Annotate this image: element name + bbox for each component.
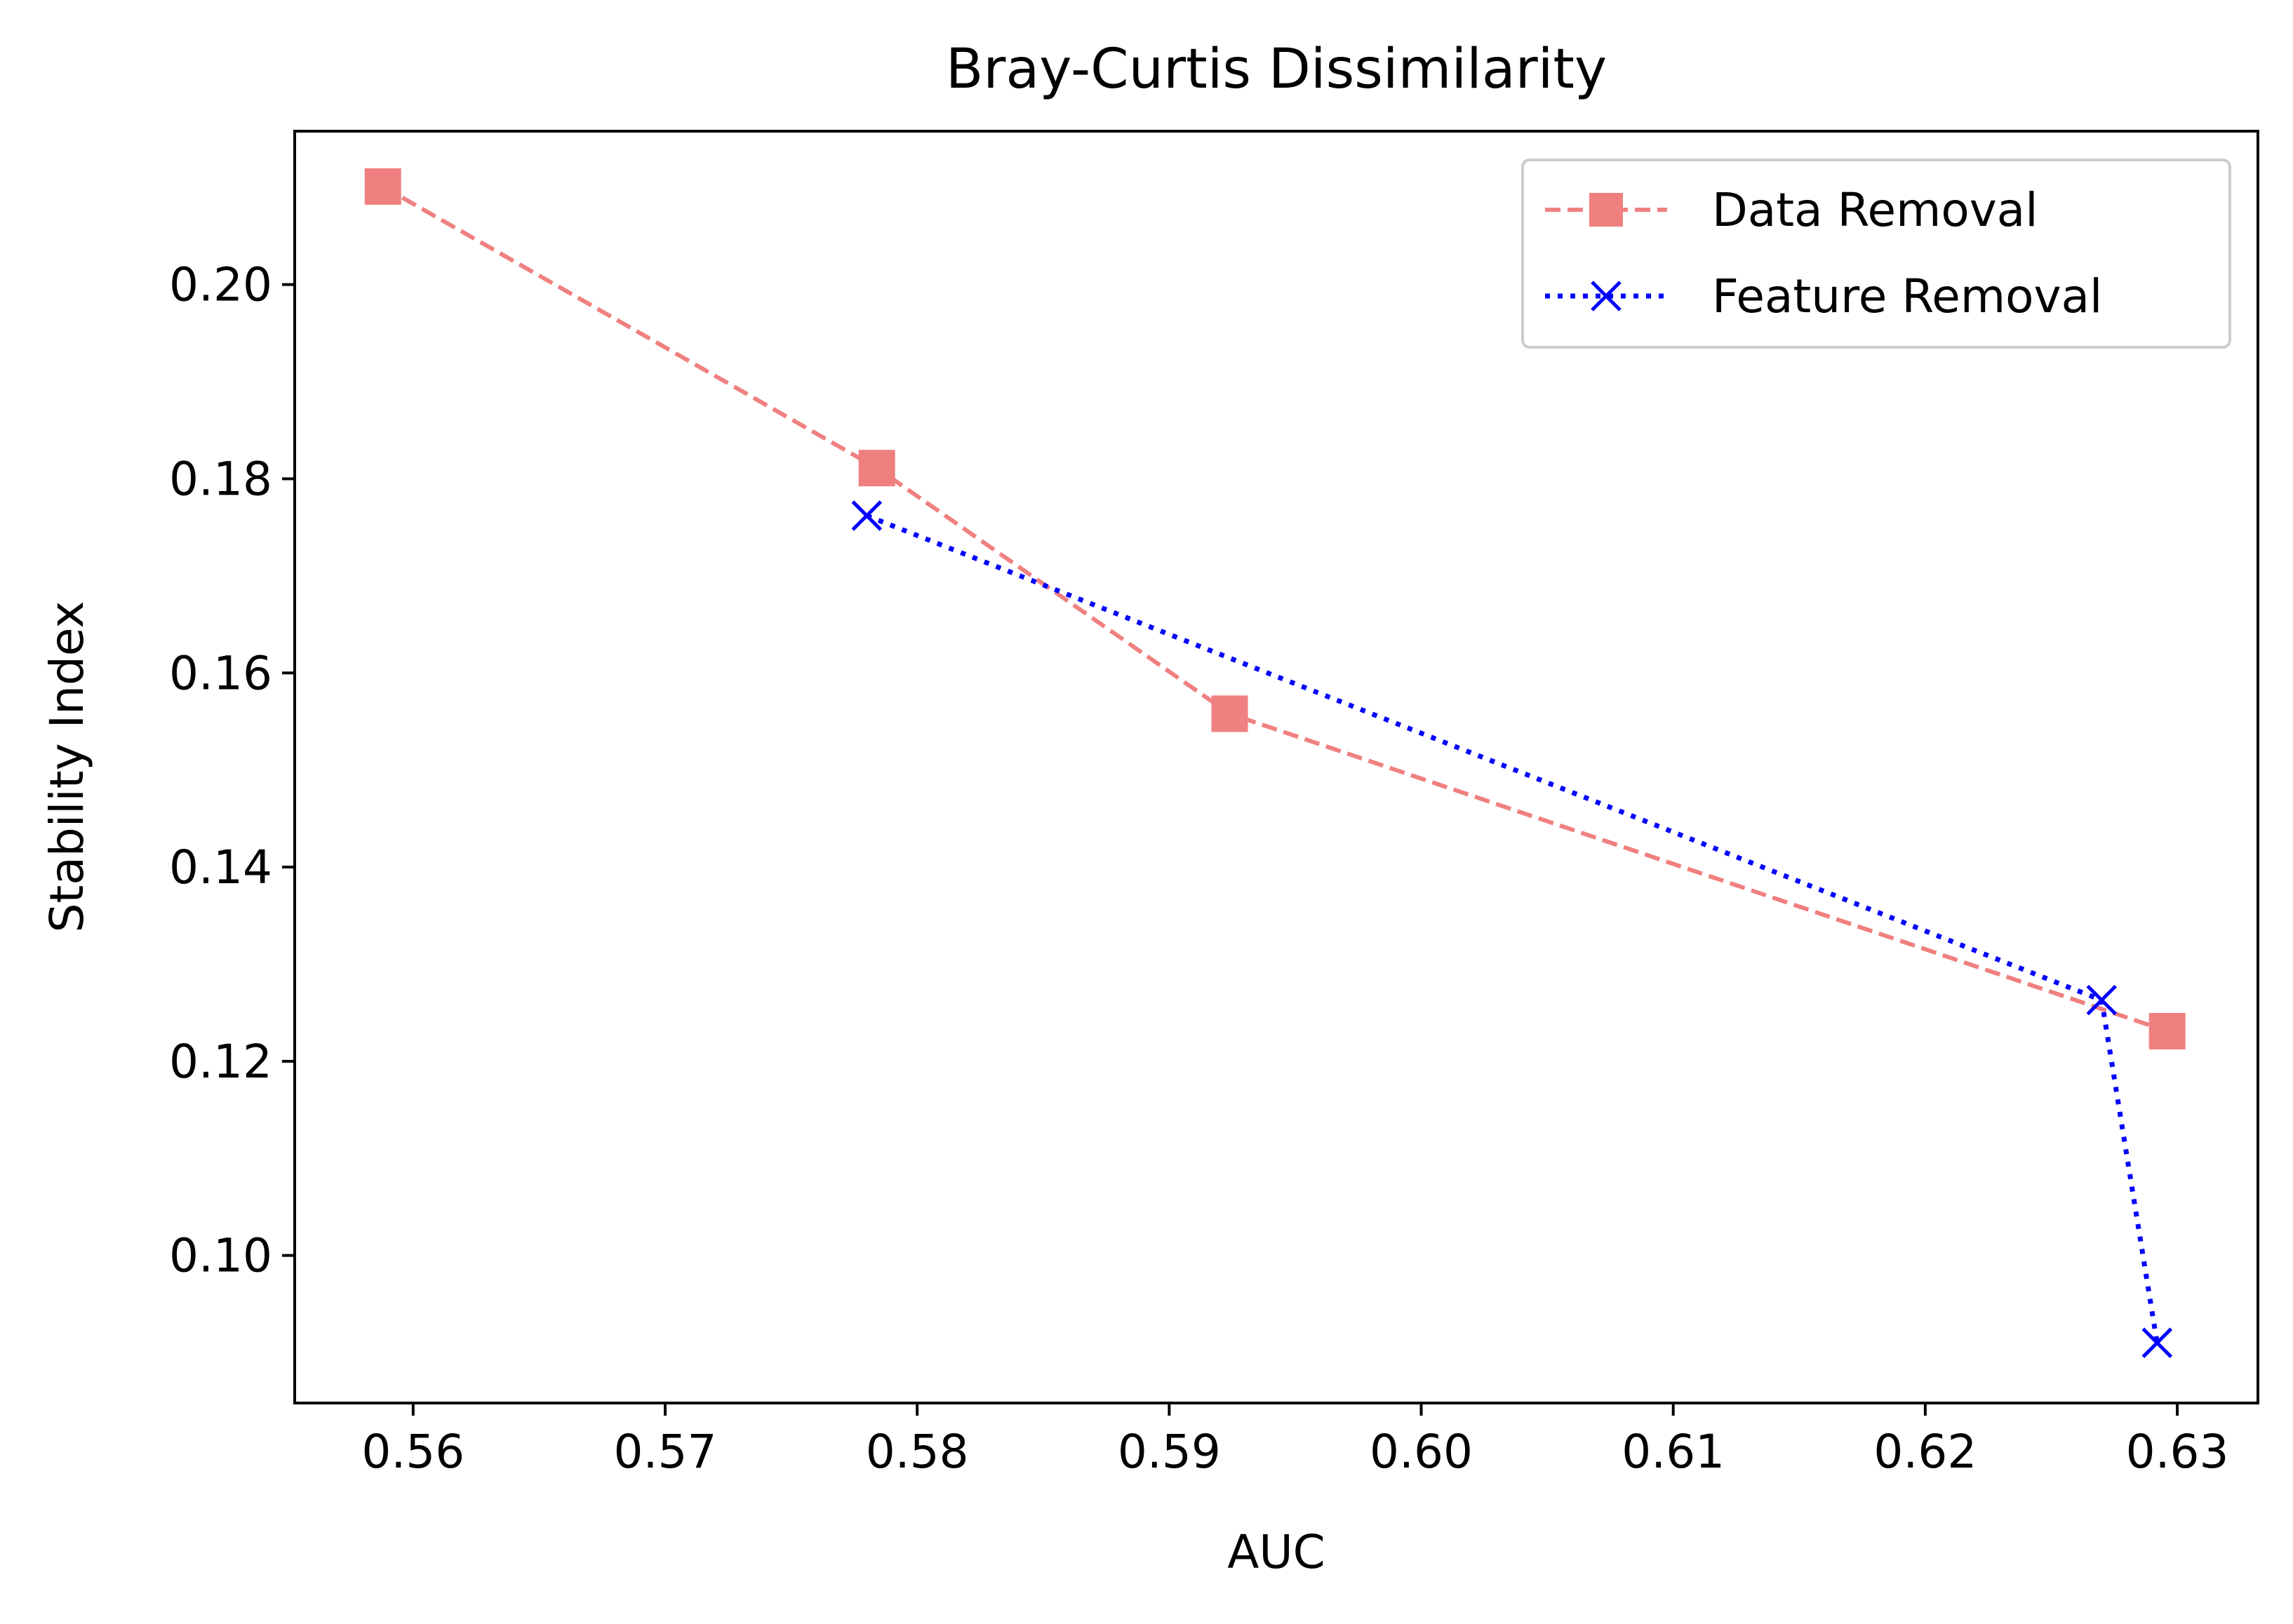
x-tick-label: 0.57	[614, 1425, 717, 1479]
axes: 0.56 0.57 0.58 0.59 0.60 0.61 0.62 0.63 0.10 0.12…	[169, 258, 2228, 1479]
y-tick-label: 0.16	[169, 646, 272, 700]
legend: Data Removal Feature Removal	[1521, 159, 2231, 349]
x-tick-label: 0.63	[2126, 1425, 2229, 1479]
data-point-data-removal	[364, 168, 401, 205]
legend-label-feature-removal: Feature Removal	[1712, 269, 2102, 323]
y-tick-label: 0.10	[169, 1229, 272, 1283]
series-line-data-removal	[382, 184, 2168, 1033]
x-tick-label: 0.60	[1370, 1425, 1473, 1479]
x-tick-label: 0.59	[1118, 1425, 1221, 1479]
plot-area	[364, 168, 2186, 1358]
data-point-data-removal	[858, 450, 895, 487]
legend-box	[1521, 159, 2231, 349]
y-axis-label: Stability Index	[40, 601, 94, 933]
y-tick-label: 0.20	[169, 258, 272, 312]
legend-marker-data-removal	[1589, 193, 1623, 227]
y-tick-label: 0.14	[169, 840, 272, 894]
legend-label-data-removal: Data Removal	[1712, 183, 2038, 237]
data-point-data-removal	[2148, 1012, 2186, 1049]
data-point-feature-removal	[851, 500, 883, 531]
chart-title: Bray-Curtis Dissimilarity	[946, 38, 1607, 101]
x-tick-label: 0.62	[1873, 1425, 1977, 1479]
y-tick-label: 0.18	[169, 452, 272, 506]
legend-marker-feature-removal	[1591, 281, 1622, 311]
plot-frame	[293, 130, 2259, 1404]
x-axis-label: AUC	[1227, 1525, 1325, 1579]
data-point-data-removal	[1211, 695, 1248, 732]
data-point-feature-removal	[2086, 984, 2118, 1016]
x-tick-label: 0.58	[866, 1425, 969, 1479]
y-tick-label: 0.12	[169, 1035, 272, 1089]
x-tick-label: 0.61	[1622, 1425, 1725, 1479]
x-tick-label: 0.56	[361, 1425, 464, 1479]
data-point-feature-removal	[2141, 1327, 2173, 1358]
